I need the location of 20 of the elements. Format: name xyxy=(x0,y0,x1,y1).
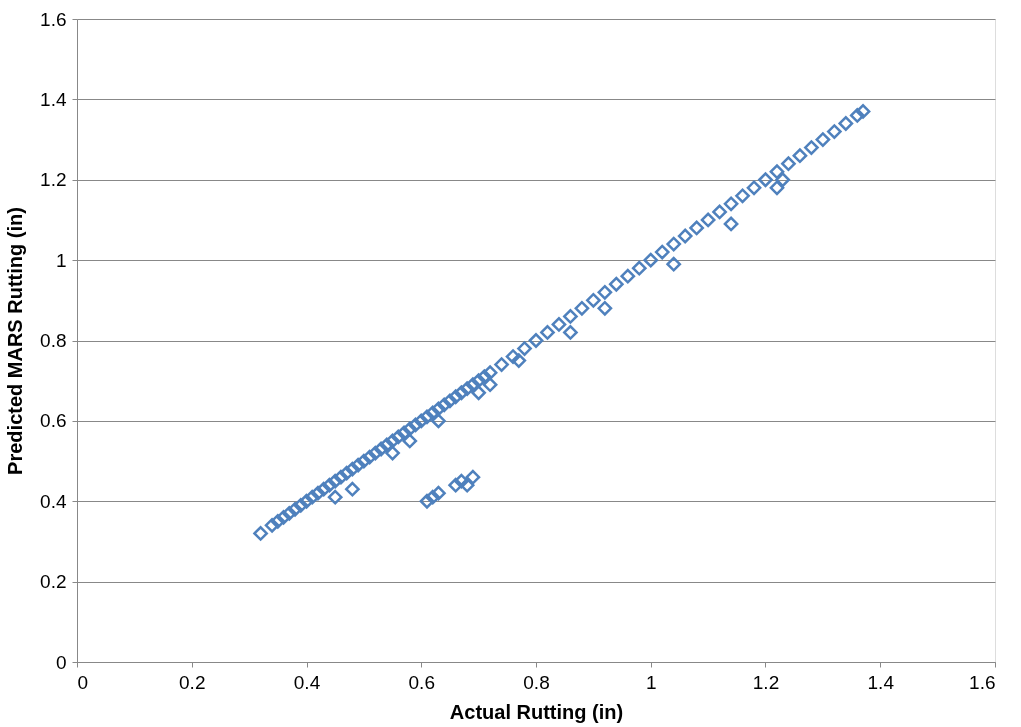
y-tick-label: 0.6 xyxy=(40,410,67,432)
y-tick-label: 1 xyxy=(55,249,67,271)
x-tick-label: 0.6 xyxy=(408,671,435,693)
x-tick-label: 0 xyxy=(77,671,89,693)
x-tick-label: 0.4 xyxy=(293,671,321,693)
x-tick-label: 1.2 xyxy=(752,671,780,693)
x-axis-title: Actual Rutting (in) xyxy=(449,700,624,723)
y-tick-label: 1.4 xyxy=(40,88,67,110)
x-tick-label: 1 xyxy=(645,671,657,693)
y-tick-label: 0.4 xyxy=(40,490,67,512)
x-tick-label: 1.4 xyxy=(867,671,895,693)
y-tick-label: 0 xyxy=(55,651,67,673)
y-tick-label: 1.6 xyxy=(40,8,67,30)
y-tick-label: 0.8 xyxy=(40,330,67,351)
y-axis-title: Predicted MARS Rutting (in) xyxy=(4,207,27,475)
x-tick-label: 0.8 xyxy=(523,671,550,693)
x-tick-label: 0.2 xyxy=(179,671,206,693)
y-tick-label: 1.2 xyxy=(40,169,67,191)
y-tick-label: 0.2 xyxy=(40,571,67,593)
x-tick-label: 1.6 xyxy=(969,671,996,693)
